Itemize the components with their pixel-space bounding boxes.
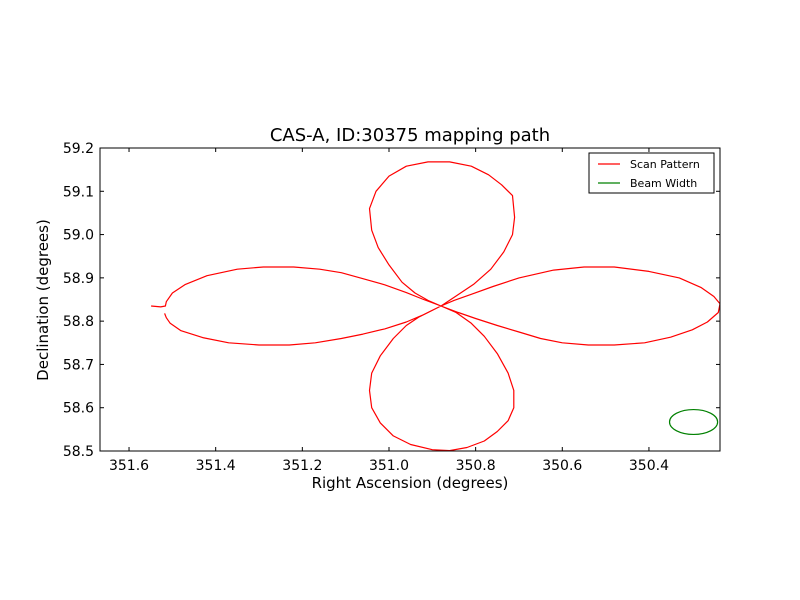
x-tick-label: 350.6 [542, 458, 582, 474]
y-tick-label: 59.1 [63, 184, 94, 200]
scan-pattern-path [151, 161, 720, 451]
y-axis-label: Declination (degrees) [34, 219, 52, 381]
x-tick-label: 351.4 [196, 458, 236, 474]
legend-box [588, 152, 715, 194]
x-axis-label: Right Ascension (degrees) [312, 474, 509, 492]
beam-width-circle [668, 408, 719, 436]
y-tick-label: 59.0 [63, 228, 94, 244]
y-tick-label: 59.2 [63, 141, 94, 157]
plot-area-series [151, 161, 720, 451]
x-tick-label: 351.6 [109, 458, 149, 474]
legend-scan-pattern-label: Scan Pattern [630, 158, 700, 171]
y-tick-label: 58.8 [63, 314, 94, 330]
y-tick-label: 58.5 [63, 444, 94, 460]
legend-beam-width-label: Beam Width [630, 177, 697, 190]
x-tick-label: 351.0 [369, 458, 409, 474]
chart-title: CAS-A, ID:30375 mapping path [270, 125, 550, 146]
plot-frame [99, 147, 721, 452]
legend: Scan Pattern Beam Width [588, 152, 715, 194]
axis-ticks: 351.6 351.4 351.2 351.0 350.8 350.6 350.4 58.5 5… [63, 141, 720, 474]
y-tick-label: 58.7 [63, 357, 94, 373]
x-tick-label: 351.2 [282, 458, 322, 474]
y-tick-label: 58.9 [63, 271, 94, 287]
x-tick-label: 350.8 [456, 458, 496, 474]
y-tick-label: 58.6 [63, 401, 94, 417]
x-tick-label: 350.4 [629, 458, 669, 474]
